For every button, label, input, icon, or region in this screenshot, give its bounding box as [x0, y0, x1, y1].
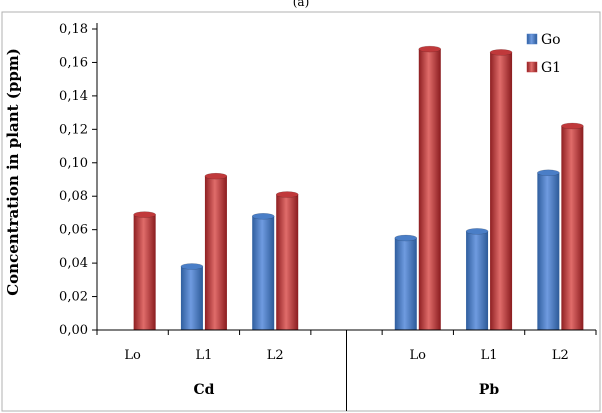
y-axis-ticks: 0,00 0,02 0,04 0,06 0,08 0,10 0,12 0,14 0,16 0,18 — [59, 22, 97, 338]
y-tick-label: 0,04 — [59, 256, 88, 271]
y-tick-label: 0,02 — [59, 290, 88, 305]
legend-label-g0: Go — [541, 32, 561, 48]
x-tick-label: L2 — [552, 348, 569, 363]
category-labels: Lo L1 L2 Lo L1 L2 — [124, 348, 568, 363]
group-labels: Cd Pb — [193, 382, 499, 398]
x-tick-label: L1 — [481, 348, 498, 363]
group-label: Cd — [193, 382, 214, 398]
axes — [96, 23, 597, 411]
x-tick-label: Lo — [124, 348, 141, 363]
bar-top-g0 — [180, 263, 204, 270]
bar-g1 — [133, 214, 156, 330]
bars — [133, 45, 584, 331]
bar-top-g1 — [133, 211, 156, 218]
y-axis-label: Concentration in plant (ppm) — [4, 48, 22, 296]
bar-top-g1 — [489, 49, 513, 56]
y-tick-label: 0,14 — [59, 89, 88, 104]
bar-top-g1 — [275, 191, 299, 198]
bar-top-g0 — [537, 169, 560, 177]
x-tick-label: L2 — [267, 348, 284, 363]
y-tick-label: 0,08 — [59, 189, 88, 204]
y-tick-label: 0,06 — [59, 223, 88, 238]
bar-top-g0 — [251, 213, 275, 220]
y-tick-label: 0,18 — [59, 22, 88, 37]
bar-g0 — [252, 216, 275, 330]
bar-top-g1 — [418, 45, 442, 53]
group-label: Pb — [479, 382, 500, 398]
bar-top-g0 — [394, 234, 418, 242]
x-tick-label: L1 — [195, 348, 212, 363]
legend-label-g1: G1 — [541, 60, 561, 76]
bar-g1 — [418, 49, 441, 331]
bar-g0 — [180, 266, 203, 330]
bar-g0 — [466, 231, 489, 330]
bar-g1 — [561, 125, 584, 330]
legend-swatch-g0 — [526, 33, 538, 45]
bar-g1 — [490, 52, 513, 331]
y-tick-label: 0,10 — [59, 156, 88, 171]
y-tick-label: 0,12 — [59, 122, 88, 137]
bar-top-g0 — [465, 228, 489, 235]
y-tick-label: 0,00 — [59, 323, 88, 338]
panel-label: (a) — [293, 0, 310, 9]
bar-g0 — [537, 172, 560, 330]
bar-g0 — [394, 238, 417, 330]
y-tick-label: 0,16 — [59, 55, 88, 70]
legend-swatch-g1 — [526, 61, 538, 73]
x-tick-label: Lo — [410, 348, 427, 363]
chart-frame — [1, 11, 601, 412]
legend: Go G1 — [526, 32, 561, 76]
bar-g1 — [204, 176, 227, 330]
bar-top-g1 — [561, 122, 584, 130]
bar-top-g1 — [204, 172, 228, 180]
bar-g1 — [276, 194, 299, 330]
